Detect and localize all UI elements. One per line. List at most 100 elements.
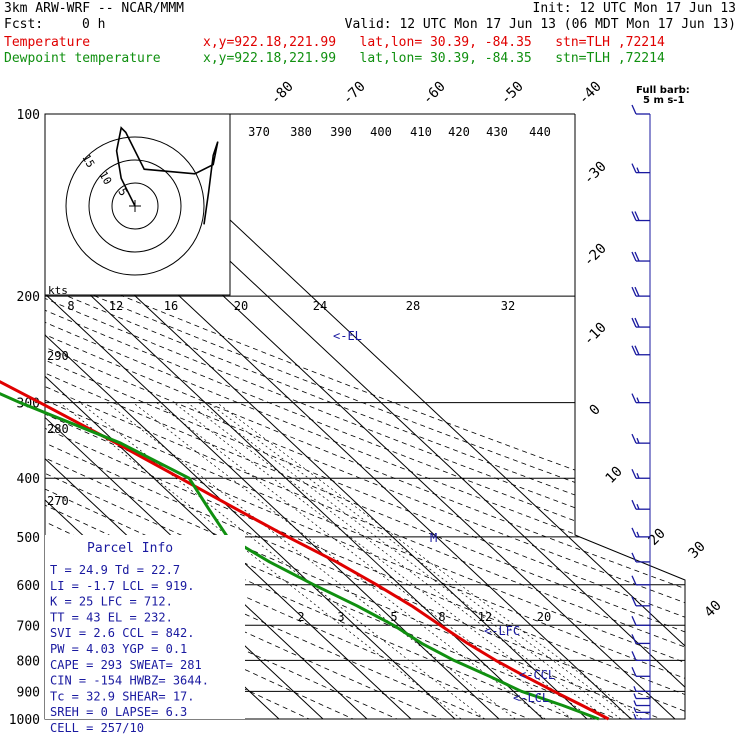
- wind-barb: [631, 163, 650, 174]
- parcel-info-box: Parcel Info T = 24.9 Td = 22.7 LI = -1.7 L…: [45, 535, 245, 735]
- wind-barb-flag: [631, 468, 637, 479]
- isotherm-label: -80: [268, 79, 297, 108]
- mixing-ratio-label: 28: [406, 299, 420, 313]
- wind-barb: [631, 317, 650, 328]
- pressure-tick-label: 100: [17, 108, 40, 123]
- theta-label: 380: [290, 125, 312, 139]
- hodograph-ring: [65, 136, 205, 276]
- wind-barb-flag: [634, 317, 640, 328]
- dewpoint-profile: [0, 392, 600, 721]
- wind-barb: [631, 651, 650, 662]
- hodograph-ring: [111, 182, 159, 230]
- valid-time: Valid: 12 UTC Mon 17 Jun 13 (06 MDT Mon …: [344, 17, 736, 32]
- parcel-info-row: CIN = -154 HWBZ= 3644.: [50, 674, 209, 688]
- mixing-ratio-label: 2: [297, 610, 304, 624]
- wind-barb-flag: [636, 397, 640, 403]
- parcel-info-background: [45, 535, 245, 719]
- wind-barb-flag: [631, 433, 637, 444]
- wind-barb-flag: [636, 167, 640, 173]
- pressure-tick-label: 200: [17, 290, 40, 305]
- mixing-ratio-line: [132, 402, 546, 719]
- parcel-info-row: SVI = 2.6 CCL = 842.: [50, 626, 195, 640]
- isotherm-line: [45, 114, 470, 719]
- level-marker: <-EL: [333, 329, 362, 343]
- isotherm-label: -30: [581, 159, 610, 188]
- parcel-info-row: TT = 43 EL = 232.: [50, 610, 173, 624]
- mixing-ratio-label: 3: [337, 610, 344, 624]
- theta-label: 280: [47, 422, 69, 436]
- wind-barb-flag: [631, 651, 637, 661]
- hodograph-ring: [88, 159, 182, 253]
- wind-barb-flag: [633, 693, 637, 699]
- dry-adiabat-line: [45, 114, 685, 719]
- wind-barb-flag: [631, 317, 637, 328]
- level-marker: <-LFC: [484, 624, 520, 638]
- dry-adiabat-line: [45, 114, 685, 719]
- mixing-ratio-line: [106, 402, 516, 719]
- theta-label: 290: [47, 349, 69, 363]
- wind-barb-flag: [636, 437, 640, 444]
- dry-adiabat-line: [45, 114, 685, 719]
- wind-barb-flag: [636, 531, 640, 538]
- pressure-tick-label: 700: [17, 619, 40, 634]
- hodograph-box: [44, 113, 231, 296]
- wind-barb-flag: [631, 575, 637, 586]
- mixing-ratio-label: 5: [390, 610, 397, 624]
- temperature-profile: [0, 380, 610, 721]
- theta-label: 430: [486, 125, 508, 139]
- theta-label: 400: [370, 125, 392, 139]
- model-title: 3km ARW-WRF -- NCAR/MMM: [4, 1, 185, 16]
- dry-adiabat-line: [45, 114, 675, 719]
- wind-barb: [631, 393, 650, 404]
- wind-barb-flag: [636, 503, 640, 510]
- mixing-ratio-label: 8: [438, 610, 445, 624]
- wind-barb: [631, 527, 650, 538]
- forecast-label: Fcst:: [4, 17, 44, 32]
- wind-barb-flag: [631, 345, 637, 356]
- wind-barb: [631, 104, 650, 115]
- wind-barb: [631, 634, 650, 645]
- wind-barb: [631, 433, 650, 444]
- isotherm-line: [45, 114, 602, 719]
- wind-barb: [631, 286, 650, 297]
- mixing-ratio-label: 12: [109, 299, 123, 313]
- isotherm-label: 0: [587, 402, 604, 419]
- isotherm-line: [45, 114, 514, 719]
- wind-barb: [633, 686, 650, 692]
- isotherm-line: [45, 114, 426, 719]
- theta-label: 410: [410, 125, 432, 139]
- wind-barb-flag: [633, 700, 637, 706]
- dry-adiabat-line: [45, 114, 685, 719]
- wind-barb: [631, 345, 650, 356]
- wind-barb-flag: [631, 499, 637, 510]
- wind-barb-flag: [631, 393, 637, 403]
- wind-barb: [631, 251, 650, 262]
- isotherm-label: -20: [581, 241, 610, 270]
- mixing-ratio-label: 24: [313, 299, 327, 313]
- mixing-ratio-line: [156, 402, 573, 719]
- series-location-temperature: x,y=922.18,221.99 lat,lon= 30.39, -84.35…: [203, 35, 665, 50]
- wind-barb-flag: [631, 104, 637, 115]
- parcel-info-title: Parcel Info: [87, 541, 173, 556]
- wind-barb-flag: [631, 163, 637, 173]
- dry-adiabat-line: [45, 114, 685, 719]
- barb-legend-title: Full barb:: [636, 85, 690, 96]
- parcel-info-row: T = 24.9 Td = 22.7: [50, 563, 180, 577]
- parcel-info-row: LI = -1.7 LCL = 919.: [50, 579, 195, 593]
- wind-barb: [631, 667, 650, 677]
- wind-barb-flag: [634, 345, 640, 356]
- parcel-info-row: PW = 4.03 YGP = 0.1: [50, 642, 187, 656]
- pressure-tick-label: 600: [17, 579, 40, 594]
- wind-barb-flag: [634, 286, 640, 297]
- parcel-info-row: SREH = 0 LAPSE= 6.3: [50, 705, 187, 719]
- mixing-ratio-label: 12: [478, 610, 492, 624]
- mixing-ratio-line: [208, 402, 633, 719]
- isotherm-label: -70: [340, 79, 369, 108]
- mixing-ratio-line: [216, 402, 643, 719]
- theta-label: 270: [47, 494, 69, 508]
- isotherm-label: -10: [581, 320, 610, 349]
- wind-barb: [631, 552, 650, 563]
- wind-barb: [633, 693, 650, 700]
